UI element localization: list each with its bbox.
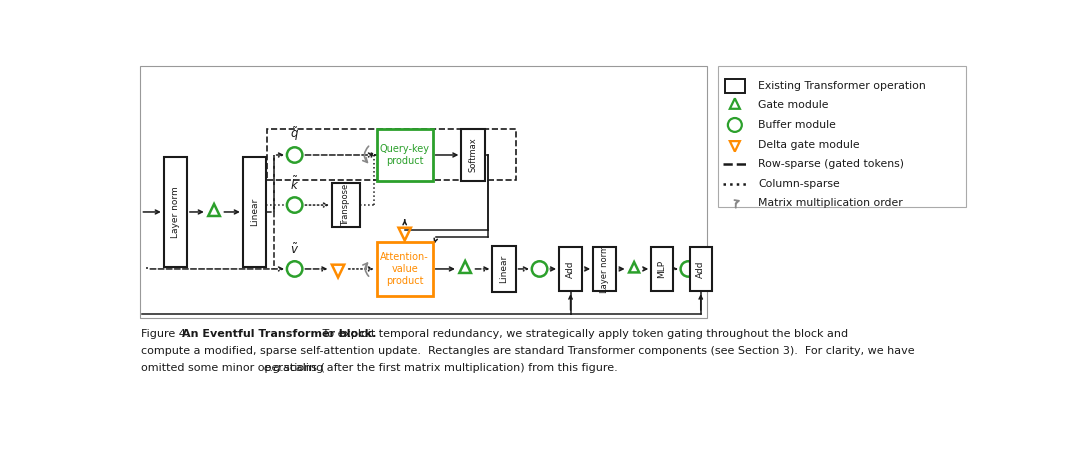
Text: Delta gate module: Delta gate module [758,140,860,150]
Bar [267,129,516,179]
Bar [164,157,187,267]
Text: Buffer module: Buffer module [758,120,836,130]
Bar [243,157,266,267]
Text: Layer norm: Layer norm [171,186,179,238]
Text: Add: Add [566,260,575,278]
Text: Softmax: Softmax [469,138,477,172]
Text: MLP: MLP [658,260,666,278]
Text: Transpose: Transpose [341,184,350,226]
Text: To exploit temporal redundancy, we strategically apply token gating throughout t: To exploit temporal redundancy, we strat… [320,329,849,339]
Bar [718,66,966,207]
Text: omitted some minor operations (: omitted some minor operations ( [141,363,327,373]
Text: Row-sparse (gated tokens): Row-sparse (gated tokens) [758,159,904,169]
Bar [593,248,617,290]
Text: $\tilde{v}$: $\tilde{v}$ [291,242,299,257]
Text: Add: Add [697,260,705,278]
Bar [140,66,707,318]
Text: Figure 4.: Figure 4. [141,329,193,339]
Text: An Eventful Transformer block.: An Eventful Transformer block. [181,329,376,339]
Bar [690,248,712,290]
Bar [651,248,673,290]
Text: Matrix multiplication order: Matrix multiplication order [758,198,903,208]
Text: Column-sparse: Column-sparse [758,179,840,189]
Text: Layer norm: Layer norm [600,245,609,293]
Bar [332,183,360,227]
Bar [377,242,433,296]
Bar [725,79,745,92]
Bar [377,129,433,181]
Text: e.g.: e.g. [264,363,285,373]
Bar [492,246,515,292]
Text: Query-key
product: Query-key product [380,144,430,166]
Text: , scaling after the first matrix multiplication) from this figure.: , scaling after the first matrix multipl… [276,363,618,373]
Text: $\tilde{k}$: $\tilde{k}$ [291,175,299,193]
Text: $\tilde{q}$: $\tilde{q}$ [291,125,299,143]
Text: Existing Transformer operation: Existing Transformer operation [758,81,926,91]
Text: Linear: Linear [499,255,509,283]
Text: compute a modified, sparse self-attention update.  Rectangles are standard Trans: compute a modified, sparse self-attentio… [141,346,915,356]
Text: Attention-
value
product: Attention- value product [380,253,429,285]
Bar [461,129,485,181]
Text: Gate module: Gate module [758,100,828,110]
Text: Linear: Linear [249,198,259,226]
Bar [559,248,582,290]
